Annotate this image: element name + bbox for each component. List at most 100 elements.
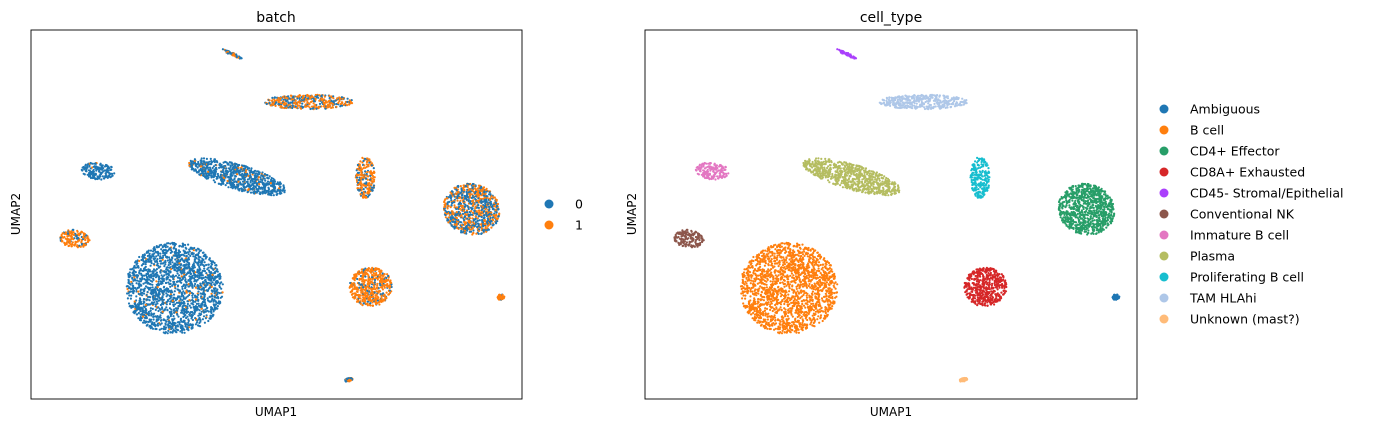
batch-point <box>474 198 477 201</box>
batch-point <box>85 168 88 171</box>
batch-point <box>157 282 160 285</box>
batch-point <box>196 253 199 256</box>
batch-point <box>447 216 450 219</box>
batch-point <box>299 101 302 105</box>
batch-point <box>216 161 219 164</box>
batch-point <box>327 100 330 103</box>
batch-point <box>366 195 370 198</box>
batch-point <box>165 306 168 309</box>
batch-point <box>489 203 492 206</box>
batch-point <box>356 287 359 290</box>
batch-point <box>471 189 474 192</box>
batch-point <box>191 296 194 299</box>
batch-point <box>192 255 195 258</box>
batch-point <box>174 327 177 330</box>
batch-point <box>172 318 175 321</box>
batch-point <box>365 271 368 274</box>
batch-point <box>202 255 205 258</box>
batch-point <box>101 166 104 169</box>
batch-point <box>169 321 172 324</box>
batch-point <box>276 181 279 184</box>
batch-point <box>135 290 138 293</box>
batch-point <box>207 173 210 176</box>
batch-point <box>226 162 229 166</box>
batch-point <box>167 281 170 284</box>
batch-point <box>113 172 116 175</box>
batch-point <box>174 303 177 306</box>
batch-point <box>239 56 242 59</box>
batch-point <box>448 200 451 203</box>
batch-point <box>211 260 214 263</box>
batch-point <box>187 319 190 322</box>
batch-point <box>362 268 365 272</box>
batch-point <box>368 170 372 174</box>
batch-point <box>246 180 249 184</box>
batch-point <box>161 262 165 265</box>
batch-point <box>298 97 301 100</box>
batch-point <box>364 174 367 177</box>
batch-point <box>268 193 272 196</box>
batch-point <box>381 274 385 278</box>
batch-point <box>213 181 217 184</box>
batch-point <box>490 226 493 229</box>
batch-point <box>359 289 362 292</box>
batch-point <box>180 324 183 327</box>
batch-point <box>184 323 187 326</box>
batch-point <box>378 303 381 306</box>
batch-point <box>207 163 210 166</box>
batch-point <box>140 264 143 267</box>
batch-point <box>213 160 216 164</box>
batch-point <box>160 248 163 251</box>
batch-point <box>462 184 465 187</box>
batch-point <box>364 170 367 173</box>
batch-point <box>224 175 227 178</box>
batch-point <box>159 319 163 322</box>
batch-point <box>285 106 288 110</box>
batch-point <box>164 308 167 311</box>
batch-point <box>351 288 354 291</box>
batch-point <box>166 245 169 248</box>
batch-point <box>163 274 166 277</box>
batch-point <box>289 101 292 104</box>
batch-point <box>172 254 176 257</box>
batch-point <box>182 312 185 315</box>
batch-point <box>364 269 367 272</box>
batch-point <box>142 269 145 272</box>
batch-point <box>151 253 154 256</box>
batch-point <box>181 299 184 302</box>
batch-point <box>353 279 356 282</box>
batch-point <box>187 265 190 268</box>
batch-point <box>365 302 368 305</box>
batch-point <box>173 275 176 278</box>
batch-point <box>93 162 96 165</box>
batch-point <box>157 292 160 295</box>
batch-point <box>178 279 181 282</box>
batch-point <box>185 251 188 255</box>
batch-point <box>447 221 450 224</box>
batch-point <box>261 171 264 174</box>
batch-point <box>236 169 239 172</box>
batch-point <box>479 200 482 203</box>
batch-point <box>84 239 87 242</box>
batch-point <box>155 264 159 267</box>
batch-point <box>148 303 151 306</box>
batch-point <box>444 202 447 205</box>
batch-point <box>186 305 189 308</box>
batch-point <box>378 273 382 276</box>
batch-point <box>151 323 154 326</box>
batch-point <box>357 171 361 174</box>
batch-point <box>457 191 460 194</box>
batch-point <box>194 282 197 286</box>
batch-point <box>189 276 192 279</box>
batch-point <box>352 276 356 279</box>
batch-point <box>202 309 205 312</box>
batch-point <box>161 282 164 285</box>
batch-point <box>241 183 244 186</box>
batch-point <box>367 285 370 288</box>
batch-point <box>482 186 486 189</box>
batch-point <box>156 322 160 325</box>
batch-point <box>362 278 365 281</box>
batch-point <box>168 266 171 269</box>
batch-point <box>358 168 361 171</box>
batch-point <box>198 309 201 312</box>
